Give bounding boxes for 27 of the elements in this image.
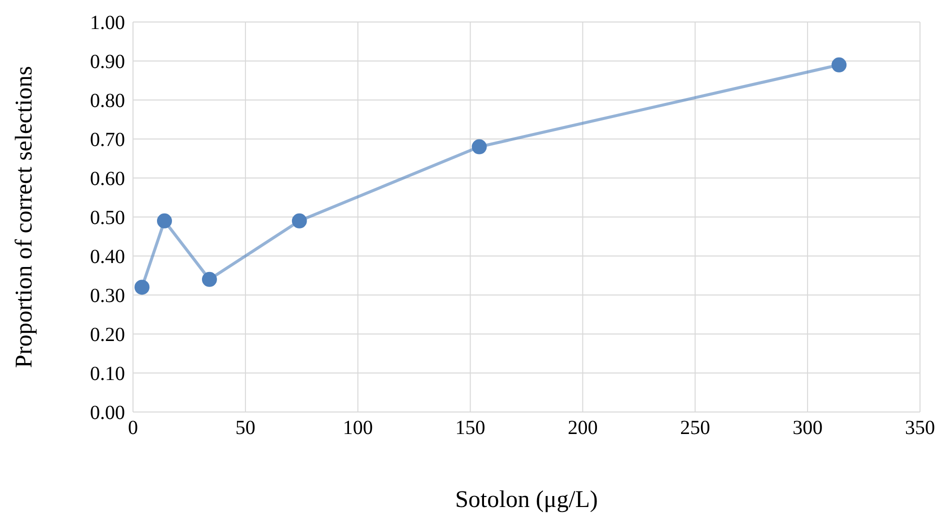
y-tick-label: 0.40	[90, 246, 125, 268]
point	[134, 280, 150, 295]
y-axis-title: Proportion of correct selections	[12, 66, 38, 368]
x-tick-label: 200	[568, 417, 598, 440]
y-tick-label: 0.80	[90, 90, 125, 112]
point	[202, 272, 217, 287]
y-tick-label: 0.30	[90, 285, 125, 308]
x-axis-title: Sotolon (μg/L)	[455, 487, 598, 513]
x-tick-label: 150	[455, 417, 486, 440]
point	[292, 213, 307, 228]
y-tick-label: 0.00	[90, 402, 125, 424]
point	[472, 139, 487, 154]
y-tick-label: 0.90	[90, 51, 125, 74]
y-tick-label: 0.10	[90, 363, 125, 386]
y-tick-label: 0.60	[90, 168, 125, 190]
point	[832, 57, 847, 72]
x-tick-label: 0	[128, 417, 138, 440]
x-tick-label: 50	[235, 417, 256, 440]
x-tick-label: 250	[680, 417, 710, 440]
x-tick-label: 300	[792, 417, 823, 440]
x-tick-label: 100	[342, 417, 373, 440]
x-tick-label: 350	[905, 417, 935, 440]
y-tick-label: 0.70	[90, 129, 125, 152]
y-tick-label: 0.20	[90, 324, 125, 346]
y-tick-label: 1.00	[90, 12, 125, 34]
point	[156, 213, 172, 228]
y-tick-label: 0.50	[90, 207, 125, 230]
